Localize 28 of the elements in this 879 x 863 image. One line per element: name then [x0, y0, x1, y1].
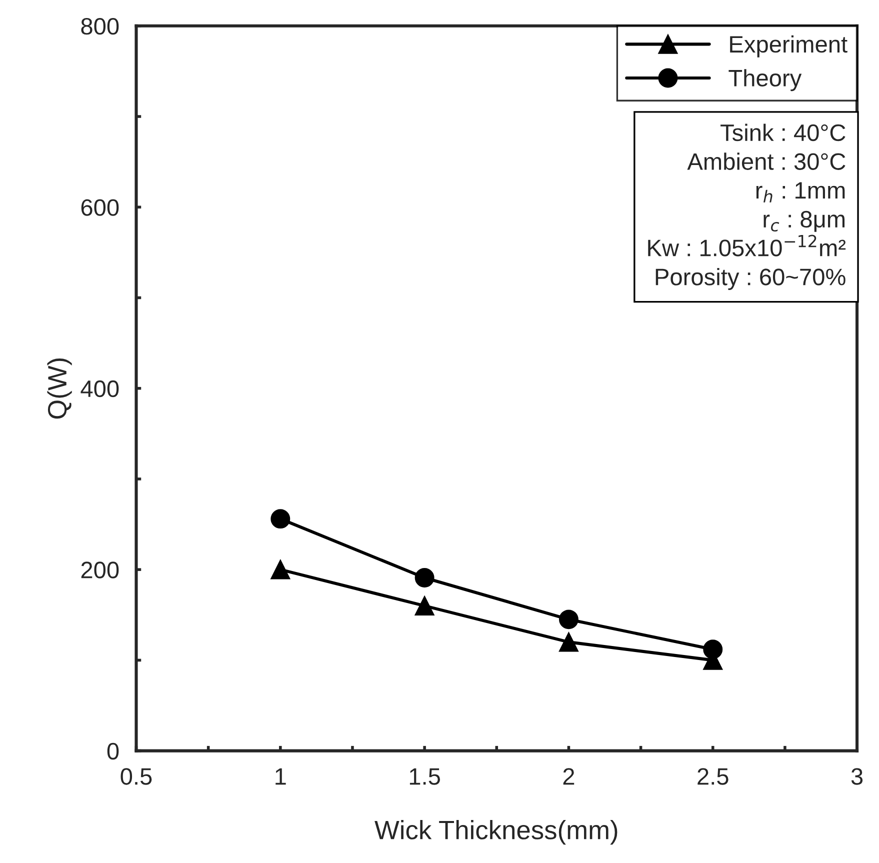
x-tick-label: 2: [563, 768, 574, 785]
y-tick-label: 200: [81, 562, 119, 578]
legend-label: Experiment: [730, 35, 848, 58]
annotation: r$_{h}$ : 1mm: [756, 182, 845, 202]
annotation: Kw : 1.05x10$^{−12}$m²: [648, 234, 846, 256]
x-tick-label: 1: [276, 768, 286, 785]
point: [270, 509, 290, 529]
x-axis-title: Wick Thickness(mm): [374, 820, 618, 845]
point: [703, 640, 723, 660]
point: [414, 568, 434, 588]
y-tick-label: 600: [81, 199, 119, 216]
y-tick-label: 800: [81, 18, 119, 35]
point: [414, 596, 434, 616]
x-tick-label: 0.5: [120, 768, 152, 785]
point: [558, 632, 578, 652]
point: [270, 560, 290, 580]
y-tick-label: 400: [80, 380, 119, 398]
annotation: r$_{c}$ : 8μm: [764, 210, 845, 232]
y-axis-title: Q(W): [47, 358, 72, 419]
x-tick-label: 3: [851, 768, 863, 785]
annotation: Tsink : 40°C: [720, 124, 846, 142]
annotation: Ambient : 30°C: [687, 152, 846, 170]
x-tick-label: 2.5: [698, 768, 728, 785]
annotation: Porosity : 60~70%: [656, 268, 846, 290]
legend-label: Theory: [728, 69, 802, 92]
point: [558, 610, 578, 630]
x-tick-label: 1.5: [410, 768, 440, 785]
y-tick-label: 0: [107, 742, 119, 760]
